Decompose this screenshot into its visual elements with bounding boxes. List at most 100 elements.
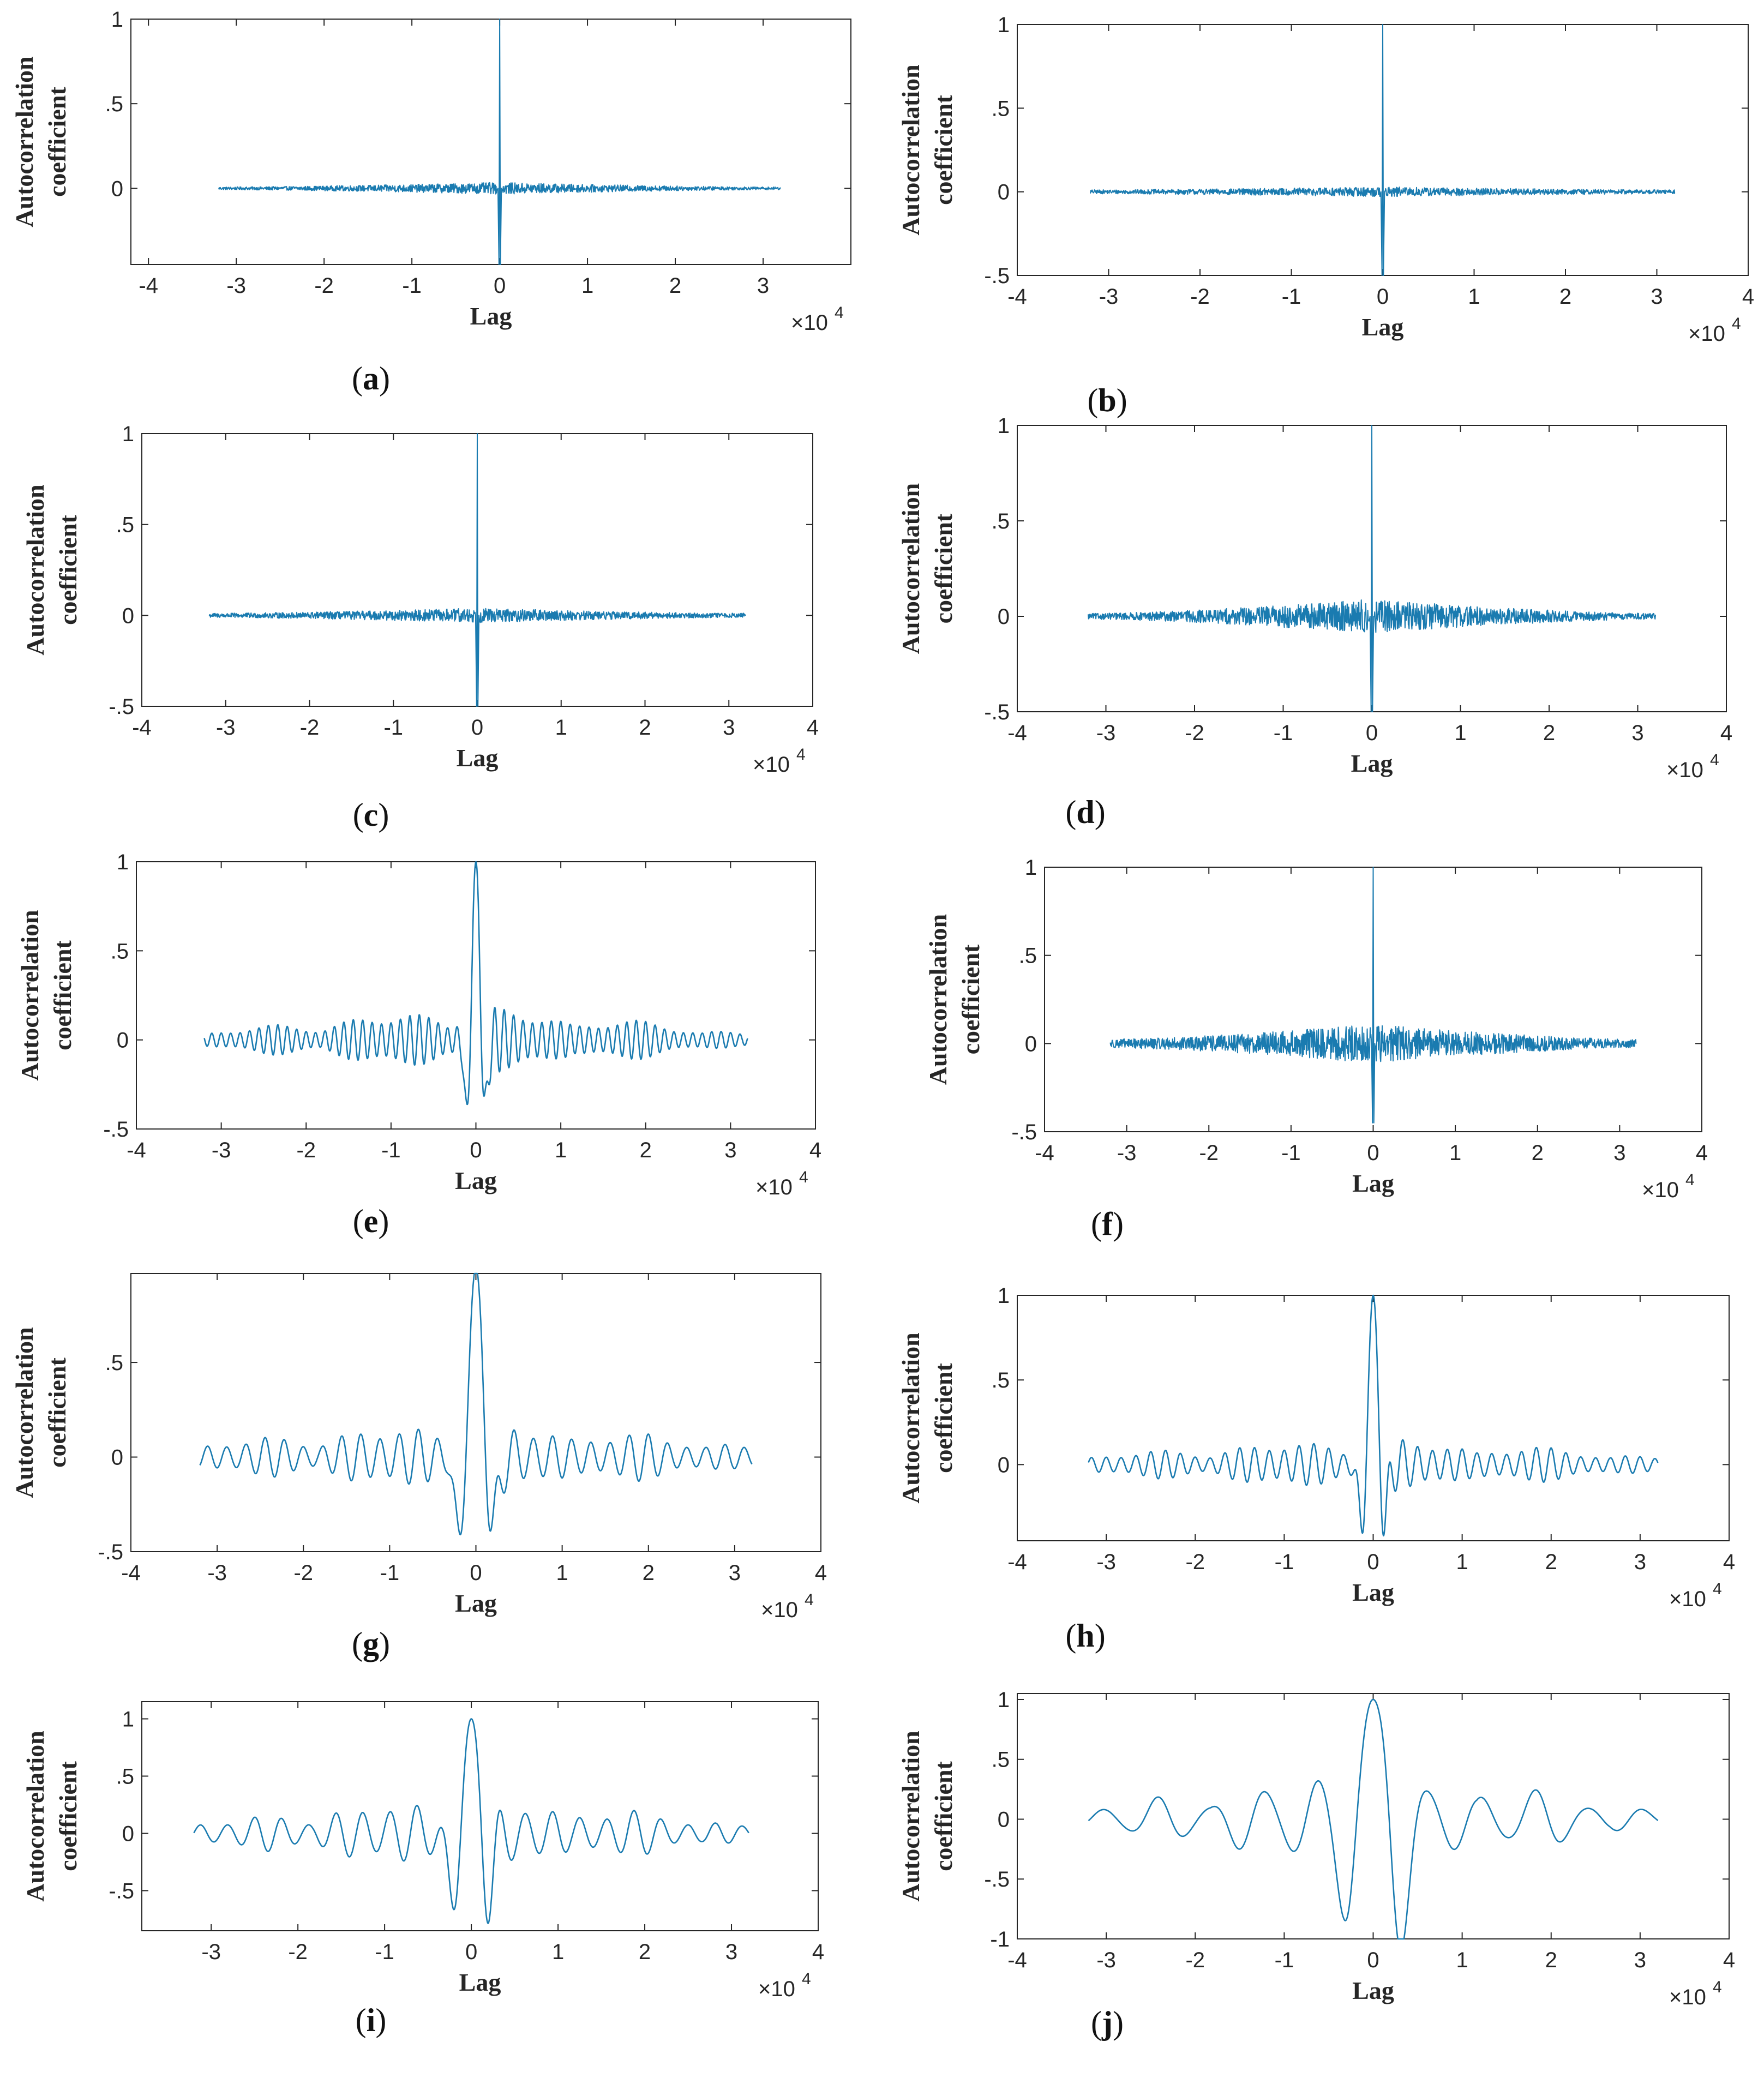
x-tick-label: 4 [1696,1141,1708,1165]
y-axis-label-line2: coefficient [54,1761,82,1871]
x-multiplier: ×10 [791,311,828,335]
y-tick-label: 0 [998,605,1010,629]
x-tick-label: -4 [1007,1550,1027,1574]
x-tick-label: 3 [1651,285,1663,309]
x-tick-label: 1 [1456,1550,1468,1574]
y-axis-label-line1: Autocorrelation [897,1332,925,1503]
y-tick-label: .5 [1019,944,1037,968]
y-tick-label: .5 [992,1748,1010,1772]
x-multiplier: ×10 [1688,322,1725,346]
y-tick-label: -.5 [984,700,1010,724]
x-tick-label: 3 [1631,721,1643,745]
x-multiplier-exponent: 4 [796,746,806,764]
panel-caption: (h) [1065,1618,1106,1654]
x-tick-label: 0 [1377,285,1389,309]
x-tick-label: 4 [809,1138,821,1162]
x-multiplier-exponent: 4 [799,1168,808,1186]
y-tick-label: -.5 [109,695,134,719]
y-axis-label-line2: coefficient [54,514,82,624]
x-tick-label: -3 [212,1138,231,1162]
y-axis-label-line1: Autocorrelation [897,64,925,235]
panel-caption-letter: h [1076,1618,1095,1654]
series-line-autocorrelation [218,19,781,265]
x-tick-label: -4 [1007,721,1027,745]
y-tick-label: .5 [116,1765,134,1789]
y-tick-label: 0 [998,181,1010,205]
y-axis-label-line1: Autocorrelation [10,1327,38,1498]
x-tick-label: -4 [139,274,158,298]
x-tick-label: 2 [1545,1948,1557,1972]
y-tick-label: .5 [111,939,129,963]
x-tick-label: 3 [1634,1550,1646,1574]
x-axis-label: Lag [1362,313,1404,341]
x-tick-label: 1 [581,274,593,298]
x-tick-label: -4 [1007,1948,1027,1972]
y-tick-label: -.5 [109,1879,134,1903]
x-tick-label: 4 [1720,721,1732,745]
y-axis-label-line2: coefficient [929,1761,957,1871]
y-axis-label-line1: Autocorrelation [21,1731,49,1901]
x-axis-label: Lag [470,302,512,330]
y-axis-label-line1: Autocorrelation [21,484,49,655]
panel-caption-letter: g [363,1626,379,1662]
x-tick-label: 4 [812,1940,824,1964]
y-tick-label: 0 [117,1029,129,1053]
panel-caption: (f) [1091,1206,1124,1242]
y-tick-label: 1 [998,1284,1010,1308]
y-tick-label: 1 [998,1688,1010,1712]
x-tick-label: -2 [1185,1948,1205,1972]
x-tick-label: 3 [725,1940,737,1964]
y-tick-label: 1 [122,422,134,446]
x-multiplier: ×10 [755,1175,793,1199]
x-tick-label: 3 [724,1138,736,1162]
x-tick-label: -4 [1035,1141,1054,1165]
panel-caption: (a) [352,361,390,397]
plot-frame [141,1701,819,1931]
y-tick-label: .5 [105,1351,123,1375]
y-tick-label: 0 [122,1822,134,1846]
x-tick-label: -1 [381,1138,401,1162]
x-multiplier: ×10 [1669,1587,1706,1611]
x-tick-label: 0 [1367,1948,1379,1972]
x-tick-label: -1 [1275,1948,1294,1972]
x-tick-label: -4 [132,716,152,740]
series-line-autocorrelation [1088,425,1656,712]
y-tick-label: 1 [117,850,129,874]
x-tick-label: -3 [226,274,246,298]
x-tick-label: 0 [494,274,506,298]
y-tick-label: 0 [111,1446,123,1470]
y-axis-label-line2: coefficient [43,86,71,196]
x-tick-label: -3 [207,1561,227,1585]
x-tick-label: 1 [1449,1141,1461,1165]
x-tick-label: -1 [1282,285,1301,309]
x-tick-label: -2 [314,274,334,298]
y-tick-label: 1 [1025,856,1037,880]
x-multiplier-exponent: 4 [802,1970,811,1988]
x-tick-label: -2 [293,1561,313,1585]
x-tick-label: 0 [470,1561,482,1585]
plot-frame [130,19,851,265]
series-line-autocorrelation [199,1272,753,1536]
x-tick-label: 0 [465,1940,477,1964]
series-line-autocorrelation [1088,1294,1659,1537]
x-multiplier-exponent: 4 [1713,1580,1722,1598]
panel-caption-letter: j [1102,2005,1113,2041]
y-tick-label: 1 [998,13,1010,37]
y-axis-label-line2: coefficient [929,513,957,623]
x-multiplier: ×10 [1642,1178,1679,1202]
series-line-autocorrelation [1109,867,1637,1124]
panel-caption-letter: f [1102,1206,1113,1242]
plot-frame [1017,1693,1730,1939]
series-line-autocorrelation [1088,1698,1659,1940]
x-tick-label: 1 [1454,721,1466,745]
x-tick-label: 2 [643,1561,655,1585]
y-tick-label: 0 [1025,1032,1037,1056]
y-tick-label: -.5 [1011,1120,1037,1144]
x-tick-label: 4 [1723,1948,1735,1972]
